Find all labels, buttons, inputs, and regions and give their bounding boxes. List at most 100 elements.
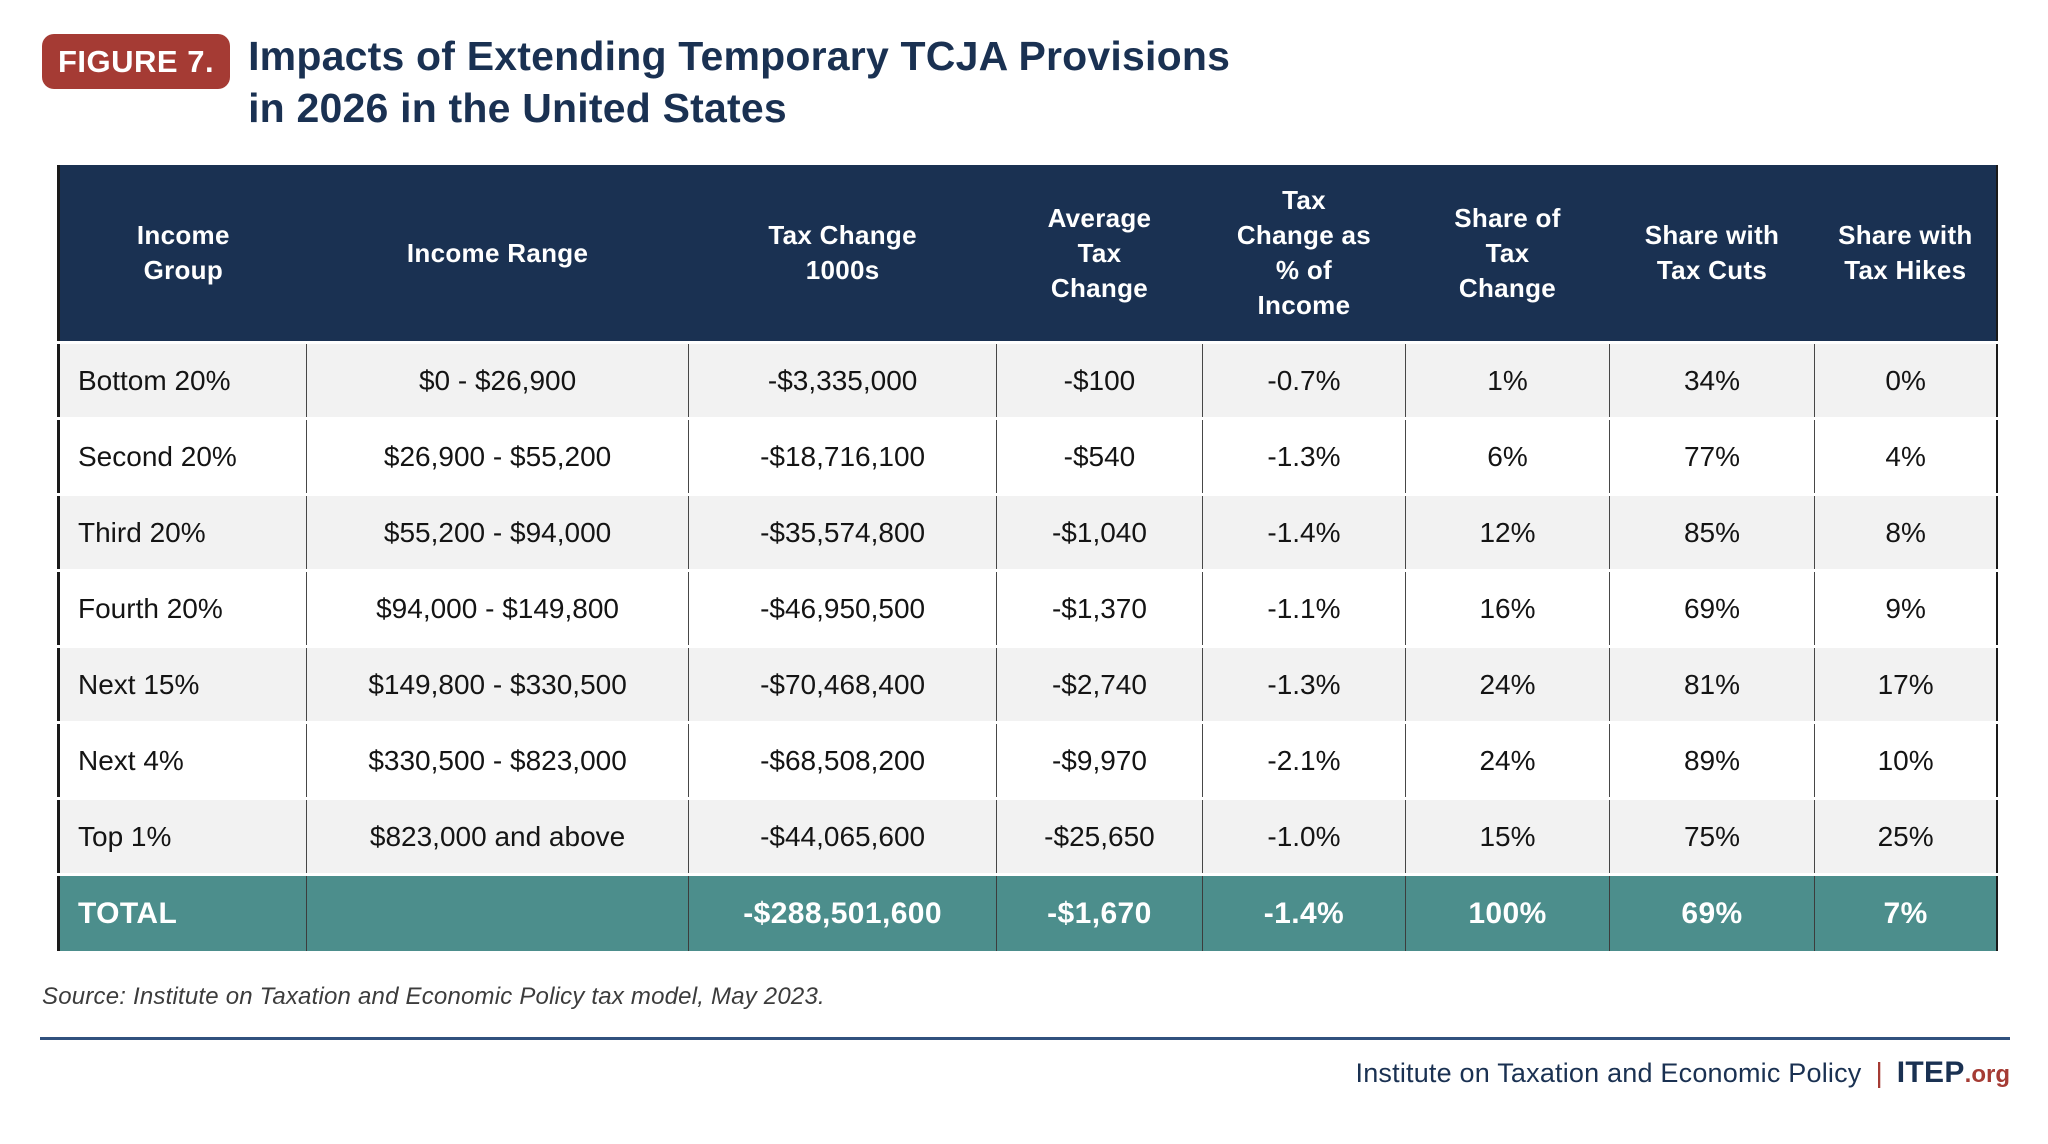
total-cell bbox=[306, 873, 689, 951]
table-cell: -$18,716,100 bbox=[688, 417, 998, 495]
table-cell: 69% bbox=[1609, 569, 1816, 647]
table-cell: 0% bbox=[1814, 341, 1997, 419]
table-cell: -0.7% bbox=[1202, 341, 1407, 419]
table-cell: $823,000 and above bbox=[306, 797, 689, 875]
table-cell: Third 20% bbox=[58, 493, 308, 571]
table-footer: TOTAL -$288,501,600 -$1,670 -1.4% 100% 69% 7% bbox=[58, 873, 1997, 951]
header-cell-3: Average Tax Change bbox=[996, 164, 1203, 343]
table-cell: Fourth 20% bbox=[58, 569, 308, 647]
table-cell: -$1,370 bbox=[996, 569, 1203, 647]
table-cell: $94,000 - $149,800 bbox=[306, 569, 689, 647]
table-cell: 24% bbox=[1405, 645, 1610, 723]
table-row: Next 4% $330,500 - $823,000 -$68,508,200 -$… bbox=[58, 721, 1997, 799]
header-cell-6: Share with Tax Cuts bbox=[1609, 164, 1815, 343]
table-cell: Top 1% bbox=[58, 797, 308, 875]
table-cell: -$25,650 bbox=[996, 797, 1203, 875]
table-cell: 16% bbox=[1405, 569, 1610, 647]
table-cell: -$70,468,400 bbox=[688, 645, 998, 723]
table-cell: $149,800 - $330,500 bbox=[306, 645, 689, 723]
impacts-table: Income Group Income Range Tax Change 1000s… bbox=[57, 164, 1998, 951]
table-cell: $26,900 - $55,200 bbox=[306, 417, 689, 495]
table-cell: 75% bbox=[1609, 797, 1816, 875]
table-cell: -2.1% bbox=[1202, 721, 1407, 799]
footer-brand-suffix: .org bbox=[1964, 1060, 2010, 1088]
table-cell: Next 4% bbox=[58, 721, 308, 799]
table-row: Next 15% $149,800 - $330,500 -$70,468,400-… bbox=[58, 645, 1997, 723]
table-cell: -$1,040 bbox=[996, 493, 1203, 571]
table-cell: -1.3% bbox=[1202, 417, 1407, 495]
table-cell: 1% bbox=[1405, 341, 1610, 419]
table-cell: 15% bbox=[1405, 797, 1610, 875]
table-cell: -$3,335,000 bbox=[688, 341, 998, 419]
header-cell-7: Share with Tax Hikes bbox=[1814, 164, 1997, 343]
header-cell-1: Income Range bbox=[306, 164, 689, 343]
footer-divider bbox=[40, 1036, 2010, 1040]
total-cell: TOTAL bbox=[58, 873, 308, 951]
header-row: Income Group Income Range Tax Change 1000s… bbox=[58, 164, 1997, 343]
header-cell-4: Tax Change as % of Income bbox=[1202, 164, 1406, 343]
total-cell: 69% bbox=[1609, 873, 1816, 951]
table-cell: 77% bbox=[1609, 417, 1816, 495]
header-cell-5: Share of Tax Change bbox=[1405, 164, 1610, 343]
figure-title-line1: Impacts of Extending Temporary TCJA Prov… bbox=[248, 33, 1231, 79]
table-cell: 4% bbox=[1814, 417, 1997, 495]
table-cell: Next 15% bbox=[58, 645, 308, 723]
total-cell: -$1,670 bbox=[996, 873, 1203, 951]
table-cell: 9% bbox=[1814, 569, 1997, 647]
table-cell: 85% bbox=[1609, 493, 1816, 571]
title-block: FIGURE 7. Impacts of Extending Temporary… bbox=[0, 0, 2048, 135]
total-cell: -1.4% bbox=[1202, 873, 1407, 951]
footer-org-name: Institute on Taxation and Economic Polic… bbox=[1355, 1057, 1862, 1088]
table-cell: 24% bbox=[1405, 721, 1610, 799]
table-cell: 10% bbox=[1814, 721, 1997, 799]
table-cell: $330,500 - $823,000 bbox=[306, 721, 689, 799]
table-cell: 6% bbox=[1405, 417, 1610, 495]
table-header: Income Group Income Range Tax Change 1000s… bbox=[58, 164, 1997, 343]
table-cell: 12% bbox=[1405, 493, 1610, 571]
table-cell: 25% bbox=[1814, 797, 1997, 875]
footer-separator: | bbox=[1875, 1056, 1883, 1088]
table-cell: Bottom 20% bbox=[58, 341, 308, 419]
table-cell: -1.3% bbox=[1202, 645, 1407, 723]
figure-number-badge: FIGURE 7. bbox=[42, 34, 231, 89]
table-row: Bottom 20% $0 - $26,900 -$3,335,000 -$100 -0… bbox=[58, 341, 1997, 419]
table-cell: -1.4% bbox=[1202, 493, 1407, 571]
total-cell: 100% bbox=[1405, 873, 1610, 951]
table-row: Third 20% $55,200 - $94,000 -$35,574,800 -$… bbox=[58, 493, 1997, 571]
table-cell: 17% bbox=[1814, 645, 1997, 723]
table-body: Bottom 20% $0 - $26,900 -$3,335,000 -$100 -0… bbox=[58, 341, 1997, 875]
table-cell: $0 - $26,900 bbox=[306, 341, 689, 419]
table-row: Second 20% $26,900 - $55,200 -$18,716,100-… bbox=[58, 417, 1997, 495]
footer: Institute on Taxation and Economic Polic… bbox=[0, 1056, 2011, 1090]
table-row: Top 1% $823,000 and above -$44,065,600 -$25… bbox=[58, 797, 1997, 875]
footer-brand: ITEP bbox=[1896, 1055, 1965, 1089]
table-row: Fourth 20% $94,000 - $149,800 -$46,950,500… bbox=[58, 569, 1997, 647]
table-cell: -$100 bbox=[996, 341, 1203, 419]
table-cell: 89% bbox=[1609, 721, 1816, 799]
total-cell: -$288,501,600 bbox=[688, 873, 998, 951]
table-cell: 81% bbox=[1609, 645, 1816, 723]
table-cell: -$540 bbox=[996, 417, 1203, 495]
table-cell: Second 20% bbox=[58, 417, 308, 495]
table-cell: -$35,574,800 bbox=[688, 493, 998, 571]
table-cell: -$2,740 bbox=[996, 645, 1203, 723]
table-cell: 34% bbox=[1609, 341, 1816, 419]
table-cell: -$46,950,500 bbox=[688, 569, 998, 647]
total-cell: 7% bbox=[1814, 873, 1997, 951]
header-cell-2: Tax Change 1000s bbox=[688, 164, 997, 343]
footer-logo: ITEP.org bbox=[1897, 1056, 2010, 1090]
table-cell: -1.0% bbox=[1202, 797, 1407, 875]
table-cell: $55,200 - $94,000 bbox=[306, 493, 689, 571]
table-cell: -$9,970 bbox=[996, 721, 1203, 799]
figure-title-line2: in 2026 in the United States bbox=[248, 85, 787, 132]
table-cell: -$44,065,600 bbox=[688, 797, 998, 875]
table-cell: 8% bbox=[1814, 493, 1997, 571]
table-cell: -1.1% bbox=[1202, 569, 1407, 647]
impacts-table-wrap: Income Group Income Range Tax Change 1000s… bbox=[57, 164, 1998, 951]
total-row: TOTAL -$288,501,600 -$1,670 -1.4% 100% 69% 7% bbox=[58, 873, 1997, 951]
source-note: Source: Institute on Taxation and Econom… bbox=[42, 982, 825, 1010]
table-cell: -$68,508,200 bbox=[688, 721, 998, 799]
header-cell-0: Income Group bbox=[58, 164, 307, 343]
figure-title: Impacts of Extending Temporary TCJA Prov… bbox=[248, 30, 1230, 135]
